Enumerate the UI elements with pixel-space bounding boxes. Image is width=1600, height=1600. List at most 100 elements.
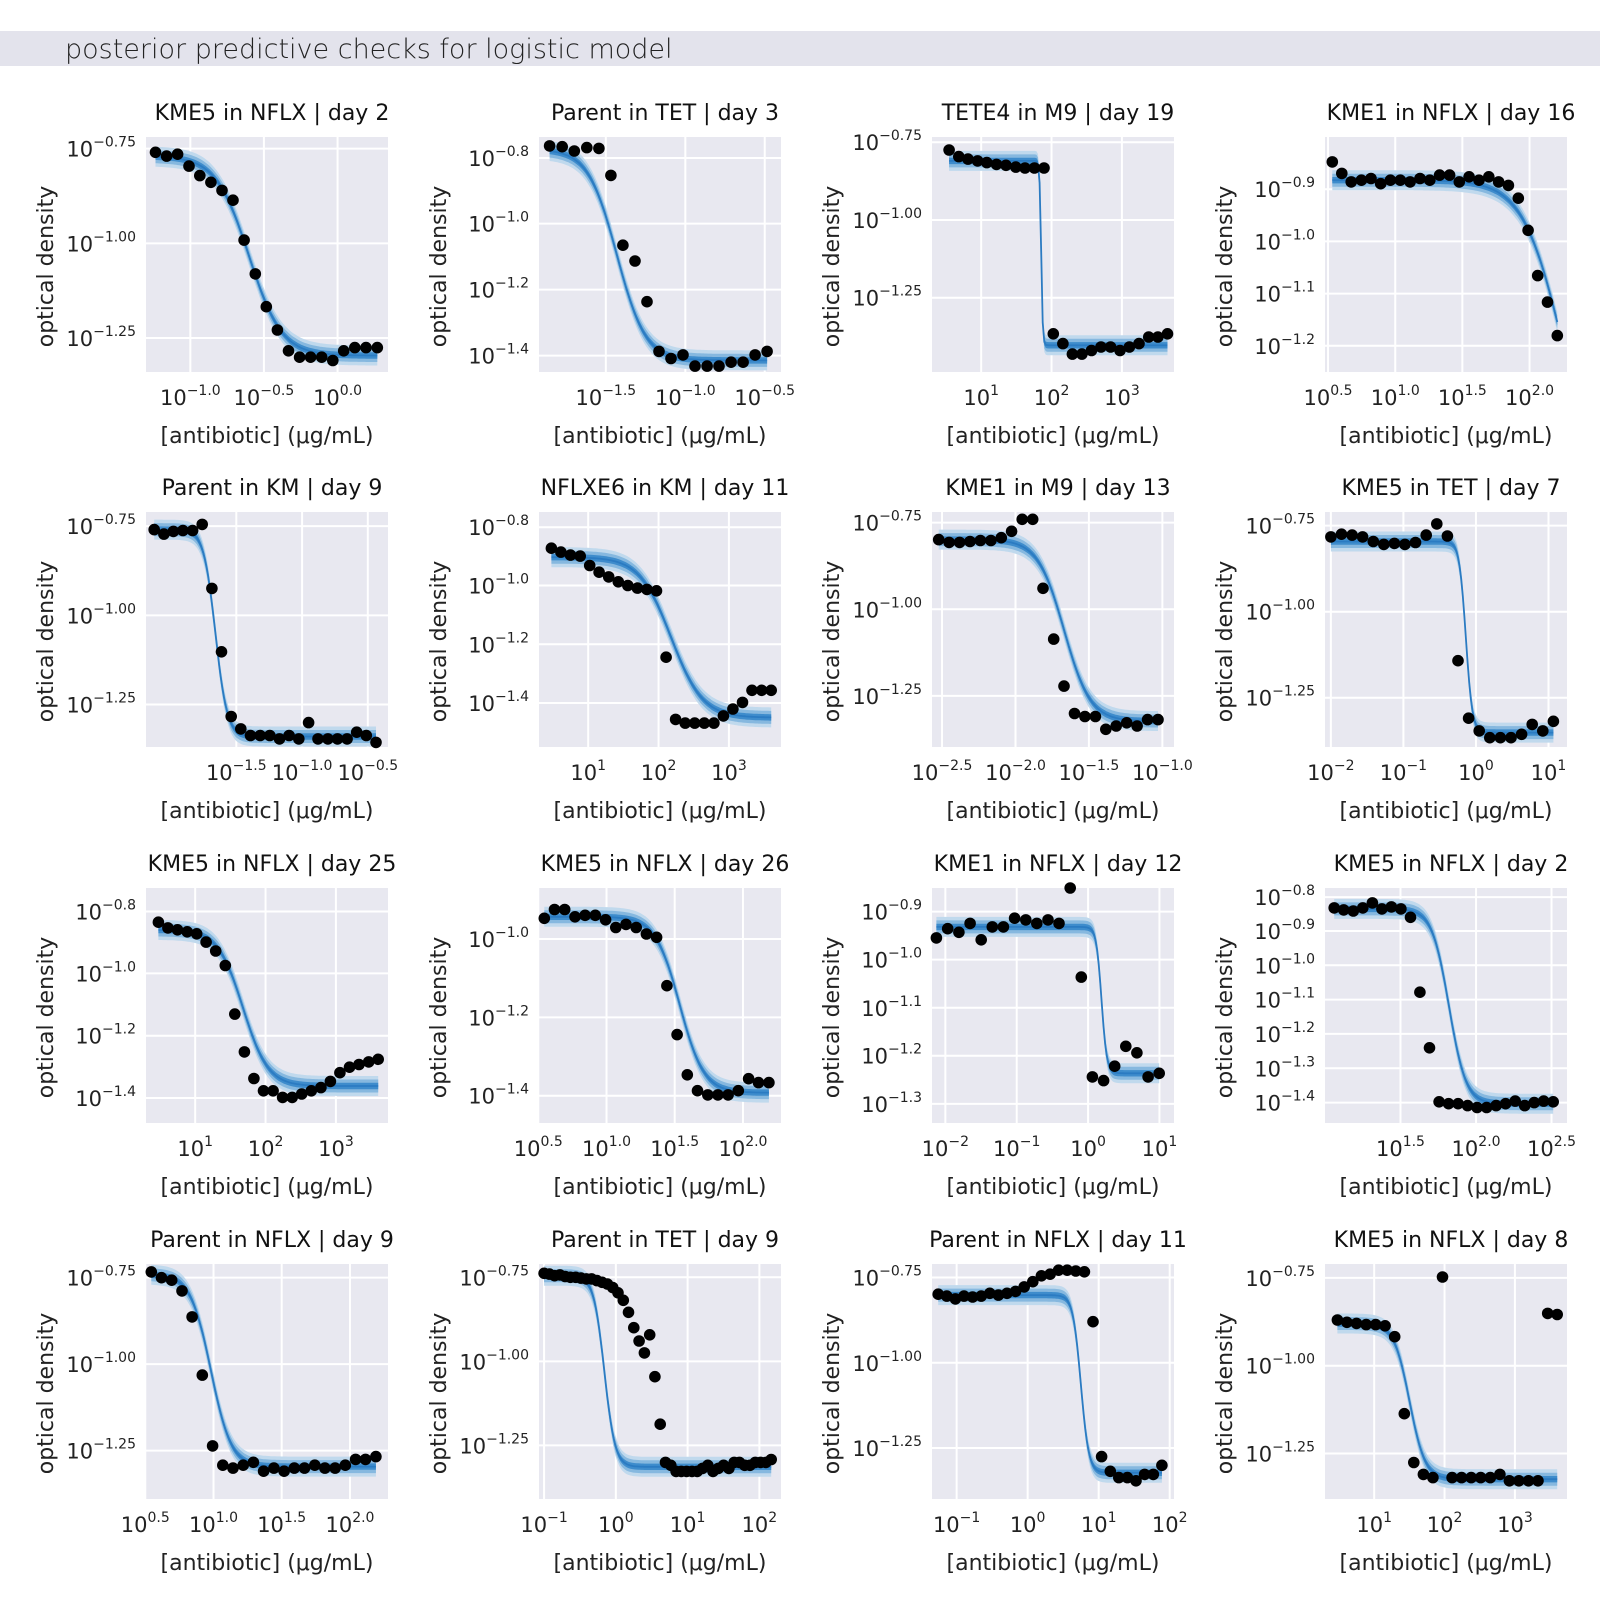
data-point xyxy=(1020,914,1032,926)
data-point xyxy=(1031,917,1043,930)
data-point xyxy=(205,176,217,189)
data-point xyxy=(249,268,262,280)
data-point xyxy=(1414,172,1426,185)
data-point xyxy=(653,345,665,358)
y-axis-label: optical density xyxy=(427,186,452,348)
tick-label: 10−1.2 xyxy=(468,1003,529,1030)
data-point xyxy=(1152,713,1164,726)
data-point xyxy=(631,582,644,594)
data-point xyxy=(545,542,558,554)
data-point xyxy=(1374,177,1387,190)
data-point xyxy=(238,1046,251,1058)
tick-label: 10−1.25 xyxy=(459,1431,529,1458)
tick-label: 103 xyxy=(1497,1510,1533,1537)
tick-label: 10−1.1 xyxy=(1254,280,1315,307)
data-point xyxy=(1547,715,1560,728)
data-point xyxy=(1384,174,1397,186)
tick-label: 10−1.4 xyxy=(468,689,529,716)
y-axis-label: optical density xyxy=(1213,937,1238,1099)
chart-title: KME1 in M9 | day 13 xyxy=(945,476,1170,501)
tick-label: 102.0 xyxy=(1452,1134,1501,1161)
data-point xyxy=(219,959,232,972)
data-point xyxy=(217,1459,229,1471)
posterior-bands xyxy=(551,547,772,728)
chart-title: Parent in NFLX | day 9 xyxy=(150,1228,394,1253)
data-point xyxy=(1513,1475,1525,1487)
title-banner: posterior predictive checks for logistic… xyxy=(0,31,1600,66)
tick-label: 100.5 xyxy=(514,1134,563,1161)
data-point xyxy=(1423,1042,1436,1054)
tick-label: 10−1.0 xyxy=(272,758,333,785)
data-point xyxy=(620,918,632,931)
tick-label: 10−2 xyxy=(1307,758,1354,785)
data-point xyxy=(216,184,228,197)
data-point xyxy=(1028,162,1041,174)
tick-label: 101 xyxy=(570,758,606,785)
data-point xyxy=(229,1008,241,1020)
data-point xyxy=(237,1459,249,1471)
tick-label: 102 xyxy=(742,1510,778,1537)
tick-label: 10−0.5 xyxy=(337,758,398,785)
x-axis-label: [antibiotic] (μg/mL) xyxy=(554,1175,767,1200)
data-point xyxy=(181,926,193,938)
data-point xyxy=(1360,1318,1372,1331)
data-point xyxy=(1113,1471,1125,1484)
data-point xyxy=(746,684,758,697)
tick-label: 101.5 xyxy=(257,1510,306,1537)
data-point xyxy=(660,651,672,663)
data-point xyxy=(1474,1471,1487,1484)
data-point xyxy=(1100,723,1112,736)
data-point xyxy=(569,911,581,923)
y-axis-label: optical density xyxy=(34,1313,59,1475)
data-point xyxy=(765,1453,777,1466)
credible-band xyxy=(938,1285,1162,1483)
data-point xyxy=(295,1088,308,1100)
data-point xyxy=(661,979,673,992)
tick-label: 10−1.4 xyxy=(468,342,529,369)
chart-title: KME5 in NFLX | day 8 xyxy=(1334,1228,1569,1253)
data-point xyxy=(1408,1456,1420,1469)
chart-panel: 100.5 101.0 101.5 102.0 10−0.75 10−1.00 10−1.2… xyxy=(34,1228,394,1576)
data-point xyxy=(334,1066,346,1079)
credible-band xyxy=(1337,1313,1558,1490)
data-point xyxy=(633,1335,645,1347)
data-point xyxy=(654,1418,666,1430)
data-point xyxy=(152,916,165,928)
data-point xyxy=(176,1285,188,1297)
y-axis-label: optical density xyxy=(427,561,452,723)
plot-area xyxy=(932,512,1174,747)
data-point xyxy=(305,1085,318,1097)
data-point xyxy=(1114,344,1126,357)
data-point xyxy=(1086,1071,1099,1083)
data-point xyxy=(574,550,586,562)
data-point xyxy=(1526,718,1538,731)
data-point xyxy=(1499,1097,1512,1110)
data-point xyxy=(665,352,677,365)
data-point xyxy=(360,341,372,354)
data-point xyxy=(1131,720,1143,732)
tick-label: 10−2.0 xyxy=(985,758,1046,785)
data-point xyxy=(171,924,184,936)
credible-band xyxy=(938,529,1158,731)
tick-label: 101 xyxy=(1142,1134,1178,1161)
data-point xyxy=(260,300,273,313)
tick-label: 102 xyxy=(1034,383,1070,410)
data-point xyxy=(196,1369,209,1381)
data-point xyxy=(1328,902,1340,914)
tick-label: 102.0 xyxy=(718,1134,767,1161)
tick-label: 10−1.00 xyxy=(459,1347,529,1374)
data-point xyxy=(1027,1275,1039,1288)
data-point xyxy=(298,1462,311,1474)
x-axis-label: [antibiotic] (μg/mL) xyxy=(947,424,1160,449)
data-point xyxy=(966,1291,979,1303)
tick-label: 10−1.0 xyxy=(1254,951,1315,978)
data-point xyxy=(282,345,295,357)
data-point xyxy=(271,324,284,336)
data-point xyxy=(698,717,711,729)
data-point xyxy=(1061,1264,1073,1276)
data-point xyxy=(1018,1281,1030,1293)
data-point xyxy=(1484,731,1496,744)
data-point xyxy=(1385,901,1398,913)
tick-label: 10−1.0 xyxy=(1254,227,1315,254)
data-point xyxy=(974,534,987,547)
